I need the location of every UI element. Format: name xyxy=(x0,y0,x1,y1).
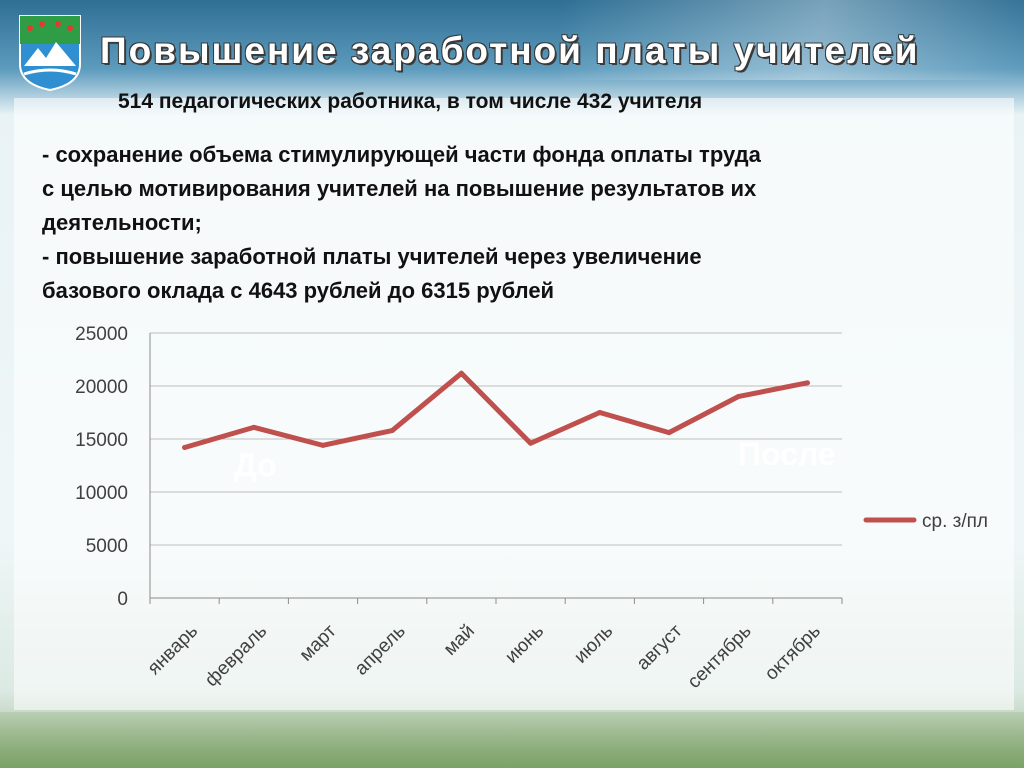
background-light-streak xyxy=(560,0,1024,80)
x-tick-label: февраль xyxy=(201,621,271,691)
bullet-list: - сохранение объема стимулирующей части … xyxy=(42,138,992,308)
content-panel xyxy=(14,98,1014,710)
background-landscape xyxy=(0,712,1024,768)
bullet-item: - сохранение объема стимулирующей части … xyxy=(42,142,761,235)
x-tick-label: март xyxy=(296,620,341,665)
annotation-before: До xyxy=(234,447,277,483)
y-tick-label: 0 xyxy=(117,589,128,610)
annotation-after: После xyxy=(738,436,836,472)
coat-of-arms-emblem xyxy=(19,15,81,92)
x-tick-label: октябрь xyxy=(761,621,825,685)
x-tick-label: сентябрь xyxy=(684,621,756,693)
x-tick-label: июнь xyxy=(501,621,548,668)
x-tick-label: май xyxy=(440,621,479,660)
x-tick-label: апрель xyxy=(351,621,410,680)
data-point xyxy=(804,380,810,386)
x-tick-label: август xyxy=(633,620,687,674)
slide-subtitle: 514 педагогических работника, в том числ… xyxy=(118,90,703,113)
y-tick-label: 10000 xyxy=(75,483,128,504)
x-tick-label: январь xyxy=(144,621,203,680)
y-tick-label: 15000 xyxy=(75,430,128,451)
data-point xyxy=(458,370,464,376)
bullet-item: - повышение заработной платы учителей че… xyxy=(42,244,702,303)
data-point xyxy=(597,410,603,415)
y-tick-label: 20000 xyxy=(75,377,128,398)
y-tick-label: 5000 xyxy=(86,536,128,557)
legend-label: ср. з/пл xyxy=(922,511,988,532)
data-point xyxy=(251,424,257,430)
data-point xyxy=(182,444,188,450)
series-line xyxy=(182,370,810,450)
data-point xyxy=(320,442,326,448)
data-point xyxy=(389,428,395,434)
y-tick-label: 25000 xyxy=(75,324,128,345)
x-tick-label: июль xyxy=(570,621,617,668)
data-point xyxy=(528,440,534,446)
data-point xyxy=(735,394,741,400)
slide-title: Повышение заработной платы учителей xyxy=(100,30,920,71)
data-point xyxy=(666,430,672,436)
